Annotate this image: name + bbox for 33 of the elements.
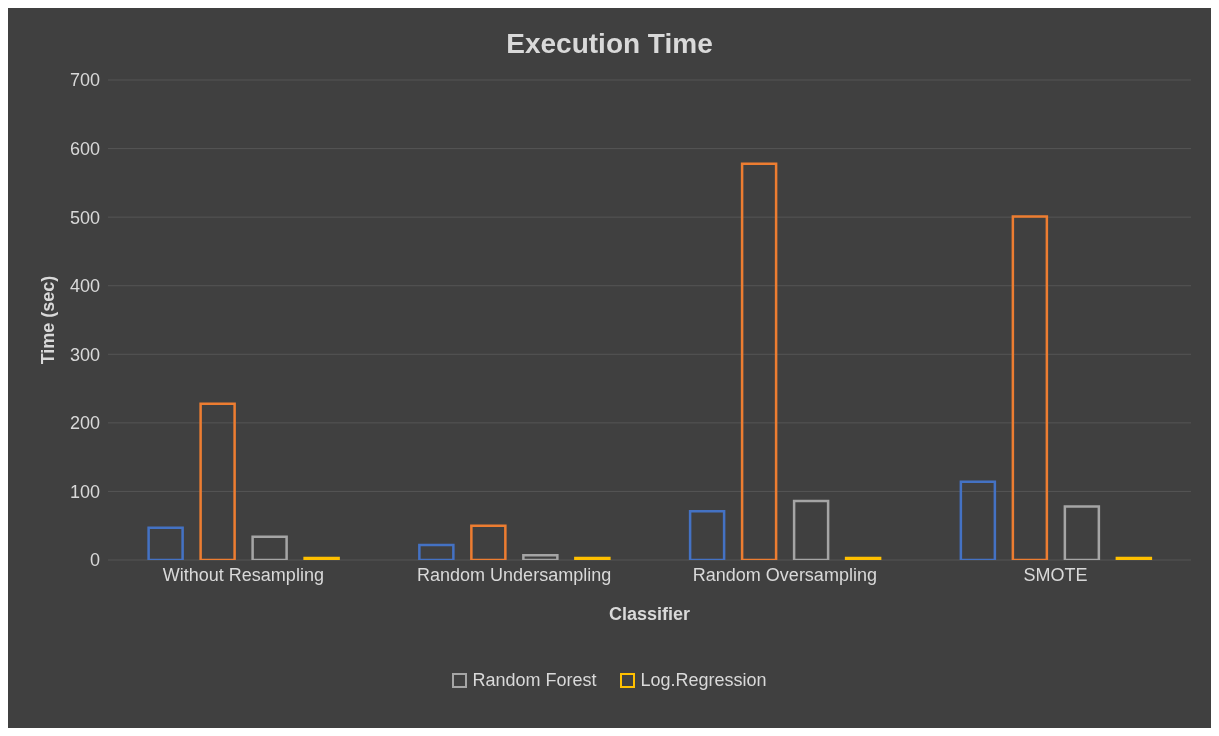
bar	[1011, 215, 1049, 560]
bar	[418, 543, 455, 560]
bar	[688, 510, 726, 560]
x-tick-label: SMOTE	[1023, 564, 1088, 585]
bar	[792, 499, 830, 560]
x-axis-title: Classifier	[608, 604, 691, 624]
chart-title: Execution Time	[505, 28, 714, 60]
bar	[1063, 505, 1101, 560]
bar	[1115, 556, 1153, 560]
y-axis-title: Time (sec)	[38, 275, 59, 365]
bar	[740, 162, 778, 560]
x-tick-label: Random Undersampling	[417, 564, 612, 585]
bar	[844, 556, 882, 560]
y-tick-label: 300	[69, 344, 100, 365]
y-tick-label: 0	[89, 550, 100, 571]
bar	[959, 480, 997, 560]
bar	[251, 535, 288, 560]
y-tick-label: 400	[69, 276, 100, 297]
y-tick-label: 700	[69, 70, 100, 91]
y-tick-label: 100	[69, 481, 100, 502]
y-tick-label: 200	[69, 413, 100, 434]
legend-label: Log.Regression	[639, 670, 767, 691]
bar	[522, 553, 559, 560]
bar	[303, 556, 340, 560]
x-tick-label: Without Resampling	[162, 564, 324, 585]
bar	[147, 526, 184, 560]
bar	[470, 524, 507, 560]
bar	[199, 402, 236, 560]
y-tick-label: 600	[69, 138, 100, 159]
y-tick-label: 500	[69, 207, 100, 228]
legend-label: Random Forest	[471, 670, 597, 691]
x-tick-label: Random Oversampling	[692, 564, 877, 585]
bar	[574, 556, 611, 560]
